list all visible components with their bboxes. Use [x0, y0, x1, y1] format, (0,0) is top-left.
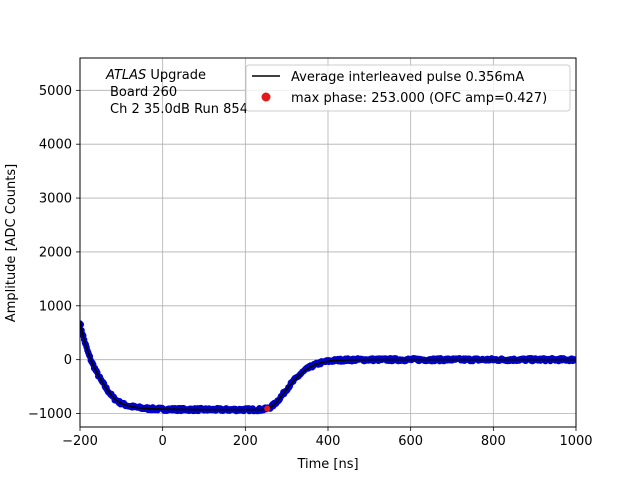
- x-tick-label: 1000: [559, 434, 592, 449]
- legend-box: [245, 64, 571, 112]
- x-axis-label: Time [ns]: [296, 457, 358, 472]
- x-tick-label: 200: [233, 434, 258, 449]
- y-tick-label: 5000: [39, 84, 72, 99]
- annotation-line-1: ATLAS Upgrade: [105, 68, 206, 83]
- y-tick-label: 1000: [39, 299, 72, 314]
- legend-entry-max-phase: max phase: 253.000 (OFC amp=0.427): [291, 91, 547, 106]
- annotation-line-3: Ch 2 35.0dB Run 854: [110, 102, 248, 117]
- x-tick-label: 600: [398, 434, 423, 449]
- legend-entry-pulse: Average interleaved pulse 0.356mA: [291, 70, 524, 85]
- y-tick-label: 3000: [39, 192, 72, 207]
- series-line-average-pulse: [80, 321, 576, 411]
- y-tick-label: −1000: [28, 407, 72, 422]
- x-tick-label: 800: [481, 434, 506, 449]
- annotation-atlas: ATLAS: [105, 68, 146, 83]
- annotation-upgrade: Upgrade: [146, 68, 206, 83]
- ticks: −200 0 200 400 600 800 1000 −1000 0 1000 2000 3000 4…: [28, 84, 593, 449]
- y-tick-label: 0: [64, 353, 72, 368]
- x-tick-label: −200: [62, 434, 98, 449]
- y-tick-label: 2000: [39, 245, 72, 260]
- legend: Average interleaved pulse 0.356mA max ph…: [245, 64, 571, 112]
- y-axis-label: Amplitude [ADC Counts]: [4, 164, 19, 322]
- x-tick-label: 400: [316, 434, 341, 449]
- annotation-line-2: Board 260: [110, 85, 177, 100]
- x-tick-label: 0: [159, 434, 167, 449]
- max-phase-marker: [264, 405, 271, 412]
- annotation: ATLAS Upgrade Board 260 Ch 2 35.0dB Run …: [105, 68, 248, 117]
- series-layer: [80, 321, 576, 412]
- legend-marker-swatch: [261, 92, 271, 102]
- y-tick-label: 4000: [39, 138, 72, 153]
